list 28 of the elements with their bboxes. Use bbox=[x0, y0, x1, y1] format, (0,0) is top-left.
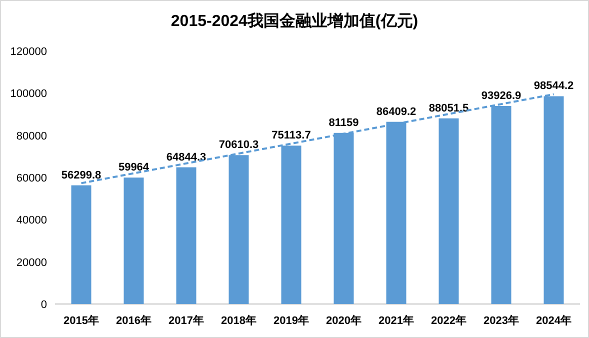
x-tick-label: 2017年 bbox=[168, 314, 204, 327]
data-label: 88051.5 bbox=[428, 102, 469, 114]
x-tick-label: 2016年 bbox=[116, 314, 152, 327]
y-tick-label: 100000 bbox=[10, 88, 47, 100]
x-tick-label: 2021年 bbox=[378, 314, 414, 327]
y-tick-label: 20000 bbox=[16, 256, 47, 269]
chart-title: 2015-2024我国金融业增加值(亿元) bbox=[170, 12, 418, 30]
data-label: 98544.2 bbox=[534, 80, 574, 92]
x-tick-label: 2022年 bbox=[431, 314, 466, 327]
data-label: 93926.9 bbox=[481, 90, 522, 102]
data-label: 86409.2 bbox=[376, 106, 416, 118]
y-tick-label: 80000 bbox=[16, 130, 47, 142]
x-tick-label: 2020年 bbox=[326, 314, 362, 327]
y-tick-label: 0 bbox=[40, 299, 47, 311]
data-label: 81159 bbox=[328, 116, 359, 129]
x-tick-label: 2024年 bbox=[536, 314, 572, 327]
data-label: 70610.3 bbox=[218, 139, 259, 152]
x-tick-label: 2018年 bbox=[221, 314, 256, 327]
data-label: 75113.7 bbox=[272, 130, 311, 142]
x-tick-label: 2015年 bbox=[64, 314, 99, 327]
data-label: 56299.8 bbox=[61, 169, 102, 182]
x-tick-label: 2019年 bbox=[274, 314, 309, 327]
data-label: 64844.3 bbox=[166, 151, 206, 164]
y-tick-label: 40000 bbox=[16, 214, 47, 227]
data-label: 59964 bbox=[118, 162, 150, 174]
y-tick-label: 60000 bbox=[16, 172, 47, 184]
x-tick-label: 2023年 bbox=[484, 314, 519, 327]
y-tick-label: 120000 bbox=[10, 46, 47, 58]
